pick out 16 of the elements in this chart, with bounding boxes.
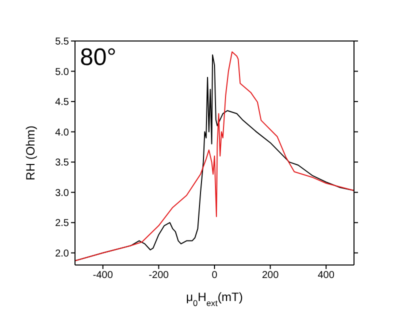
x-tick-label: 200 bbox=[262, 270, 280, 282]
y-tick-label: 4.5 bbox=[55, 97, 70, 108]
y-tick-label: 3.5 bbox=[55, 158, 70, 169]
y-tick-label: 2.0 bbox=[55, 248, 70, 260]
y-axis-title: RH (Ohm) bbox=[23, 126, 38, 180]
x-tick-label: 0 bbox=[212, 270, 218, 282]
y-tick-label: 5.5 bbox=[55, 36, 70, 48]
annotation: 80° bbox=[80, 44, 116, 72]
x-tick-label: 400 bbox=[318, 270, 335, 282]
y-tick-label: 3.0 bbox=[55, 188, 70, 199]
x-tick-label: -400 bbox=[92, 270, 114, 282]
y-tick-label: 5.0 bbox=[55, 66, 70, 78]
y-tick-label: 4.0 bbox=[55, 127, 70, 138]
x-tick-label: -200 bbox=[148, 270, 170, 282]
y-tick-label: 2.5 bbox=[55, 218, 70, 230]
x-axis-title: μ$_{0}$H$_{ext}$(mT) bbox=[186, 290, 243, 308]
